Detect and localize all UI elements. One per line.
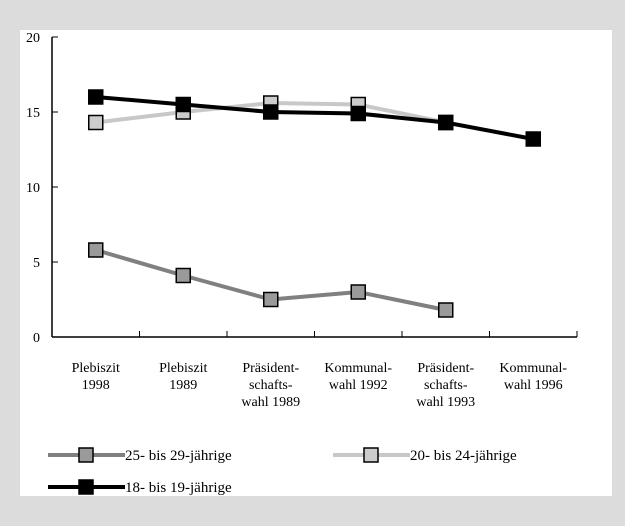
- x-tick-label: Plebiszit 1989: [159, 361, 207, 393]
- legend-marker: [78, 479, 94, 495]
- panel: [20, 30, 612, 496]
- marker: [263, 104, 279, 120]
- marker: [88, 242, 104, 258]
- x-tick-label: Kommunal-wahl 1996: [499, 361, 567, 393]
- marker: [525, 131, 541, 147]
- y-tick-label: 10: [26, 181, 40, 196]
- series-line: [95, 95, 534, 141]
- marker: [438, 114, 454, 131]
- y-tick-label: 0: [33, 331, 40, 346]
- x-tick-label: Plebiszit 1998: [72, 361, 120, 393]
- legend-label: 18- bis 19-jährige: [125, 480, 232, 496]
- y-tick-label: 15: [26, 106, 40, 121]
- y-tick-label: 5: [33, 256, 40, 271]
- marker: [88, 114, 104, 131]
- marker: [263, 291, 279, 308]
- legend-marker: [363, 447, 379, 463]
- marker: [175, 267, 191, 284]
- x-tick-label: Präsident-schafts-wahl 1989: [241, 361, 300, 410]
- marker: [350, 284, 366, 300]
- y-tick-label: 20: [26, 31, 40, 46]
- x-tick-label: Kommunal-wahl 1992: [324, 361, 392, 393]
- marker: [350, 105, 366, 122]
- legend-label: 25- bis 29-jährige: [125, 448, 232, 464]
- marker: [88, 89, 104, 105]
- marker: [175, 96, 191, 113]
- x-tick-label: Präsident-schafts-wahl 1993: [416, 361, 475, 410]
- marker: [438, 302, 454, 318]
- legend-label: 20- bis 24-jährige: [410, 448, 517, 464]
- legend-marker: [78, 447, 94, 463]
